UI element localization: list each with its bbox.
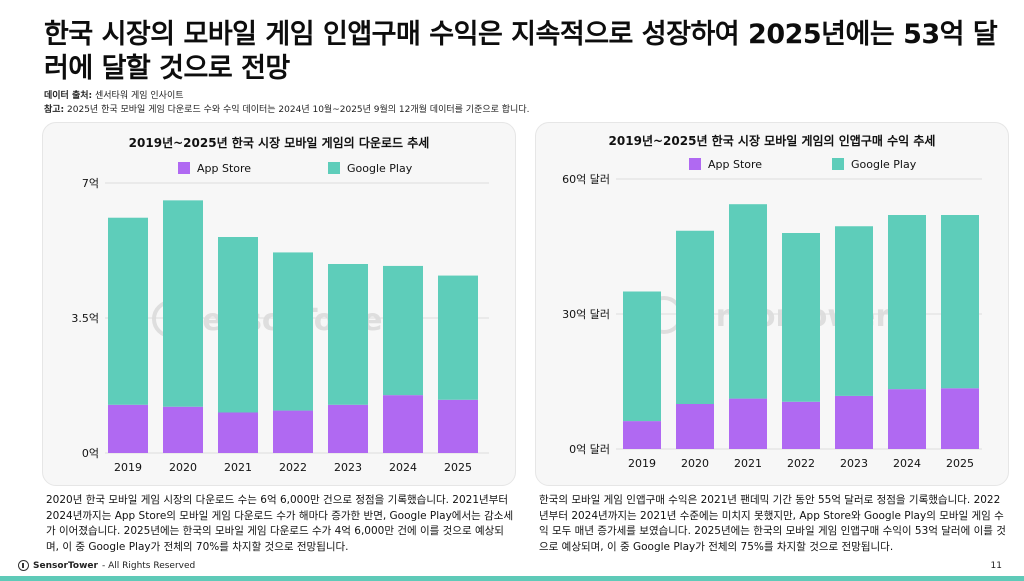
footer-rights: - All Rights Reserved — [101, 560, 196, 571]
bar-app-store-2022 — [782, 401, 820, 449]
x-tick-label: 2020 — [169, 461, 197, 474]
source-label: 데이터 출처: — [44, 91, 93, 101]
bar-app-store-2023 — [835, 395, 873, 449]
bar-app-store-2025 — [438, 399, 478, 453]
data-note: 참고: 2025년 한국 모바일 게임 다운로드 수와 수익 데이터는 2024… — [44, 102, 529, 115]
y-tick-label: 0억 달러 — [569, 443, 610, 456]
legend-label-app-store: App Store — [197, 162, 251, 175]
bar-app-store-2020 — [676, 404, 714, 449]
source-value: 센서타워 게임 인사이트 — [92, 91, 184, 101]
x-tick-label: 2021 — [224, 461, 252, 474]
x-tick-label: 2019 — [628, 457, 656, 470]
y-tick-label: 7억 — [82, 177, 99, 190]
chart-title: 2019년~2025년 한국 시장 모바일 게임의 다운로드 추세 — [129, 135, 430, 150]
y-tick-label: 3.5억 — [71, 312, 99, 325]
y-tick-label: 0억 — [82, 447, 99, 460]
legend-label-app-store: App Store — [708, 158, 762, 171]
bottom-accent-bar — [0, 576, 1024, 581]
downloads-description: 2020년 한국 모바일 게임 시장의 다운로드 수는 6억 6,000만 건으… — [46, 494, 514, 553]
x-tick-label: 2022 — [279, 461, 307, 474]
bar-app-store-2024 — [888, 389, 926, 449]
bar-google-play-2019 — [623, 291, 661, 422]
x-tick-label: 2025 — [946, 457, 974, 470]
bar-google-play-2022 — [782, 233, 820, 402]
x-tick-label: 2023 — [334, 461, 362, 474]
note-label: 참고: — [44, 105, 65, 115]
footer-brand: SensorTower — [33, 560, 98, 571]
x-tick-label: 2021 — [734, 457, 762, 470]
x-tick-label: 2025 — [444, 461, 472, 474]
chart-title: 2019년~2025년 한국 시장 모바일 게임의 인앱구매 수익 추세 — [609, 133, 936, 148]
bar-google-play-2023 — [328, 264, 368, 405]
footer: SensorTower - All Rights Reserved — [18, 560, 195, 571]
x-tick-label: 2024 — [893, 457, 921, 470]
data-source: 데이터 출처: 센서타워 게임 인사이트 — [44, 88, 184, 101]
legend-label-google-play: Google Play — [851, 158, 917, 171]
x-tick-label: 2019 — [114, 461, 142, 474]
legend-label-google-play: Google Play — [347, 162, 413, 175]
legend-swatch-google-play — [328, 162, 340, 174]
revenue-description: 한국의 모바일 게임 인앱구매 수익은 2021년 팬데믹 기간 동안 55억 … — [539, 494, 1006, 553]
x-tick-label: 2024 — [389, 461, 417, 474]
bar-google-play-2020 — [676, 230, 714, 404]
bar-app-store-2022 — [273, 410, 313, 453]
bar-app-store-2023 — [328, 404, 368, 453]
bar-google-play-2019 — [108, 217, 148, 405]
bar-app-store-2024 — [383, 395, 423, 453]
downloads-chart: 2019년~2025년 한국 시장 모바일 게임의 다운로드 추세 App Sto… — [71, 135, 489, 474]
sensortower-logo-icon — [18, 560, 29, 571]
bar-google-play-2023 — [835, 226, 873, 396]
bar-google-play-2025 — [438, 275, 478, 400]
y-tick-label: 30억 달러 — [562, 308, 610, 321]
downloads-chart-card: 2019년~2025년 한국 시장 모바일 게임의 다운로드 추세 App Sto… — [42, 122, 516, 486]
y-tick-label: 60억 달러 — [562, 173, 610, 186]
legend-swatch-app-store — [178, 162, 190, 174]
bar-google-play-2021 — [729, 204, 767, 399]
bar-app-store-2019 — [623, 421, 661, 449]
page-number: 11 — [990, 561, 1002, 571]
bar-google-play-2022 — [273, 252, 313, 411]
bar-app-store-2019 — [108, 404, 148, 453]
bar-app-store-2021 — [218, 412, 258, 453]
x-tick-label: 2023 — [840, 457, 868, 470]
bar-google-play-2024 — [888, 215, 926, 390]
bar-google-play-2025 — [941, 215, 979, 389]
revenue-chart-card: 2019년~2025년 한국 시장 모바일 게임의 인앱구매 수익 추세 App … — [535, 122, 1009, 486]
x-tick-label: 2022 — [787, 457, 815, 470]
revenue-chart: 2019년~2025년 한국 시장 모바일 게임의 인앱구매 수익 추세 App … — [562, 133, 982, 470]
bar-google-play-2024 — [383, 265, 423, 396]
bar-app-store-2021 — [729, 398, 767, 449]
page-title: 한국 시장의 모바일 게임 인앱구매 수익은 지속적으로 성장하여 2025년에… — [44, 19, 998, 84]
legend-swatch-app-store — [689, 158, 701, 170]
note-value: 2025년 한국 모바일 게임 다운로드 수와 수익 데이터는 2024년 10… — [64, 105, 530, 115]
bar-app-store-2020 — [163, 406, 203, 453]
bar-app-store-2025 — [941, 388, 979, 449]
legend-swatch-google-play — [832, 158, 844, 170]
x-tick-label: 2020 — [681, 457, 709, 470]
bar-google-play-2020 — [163, 200, 203, 407]
bar-google-play-2021 — [218, 237, 258, 413]
